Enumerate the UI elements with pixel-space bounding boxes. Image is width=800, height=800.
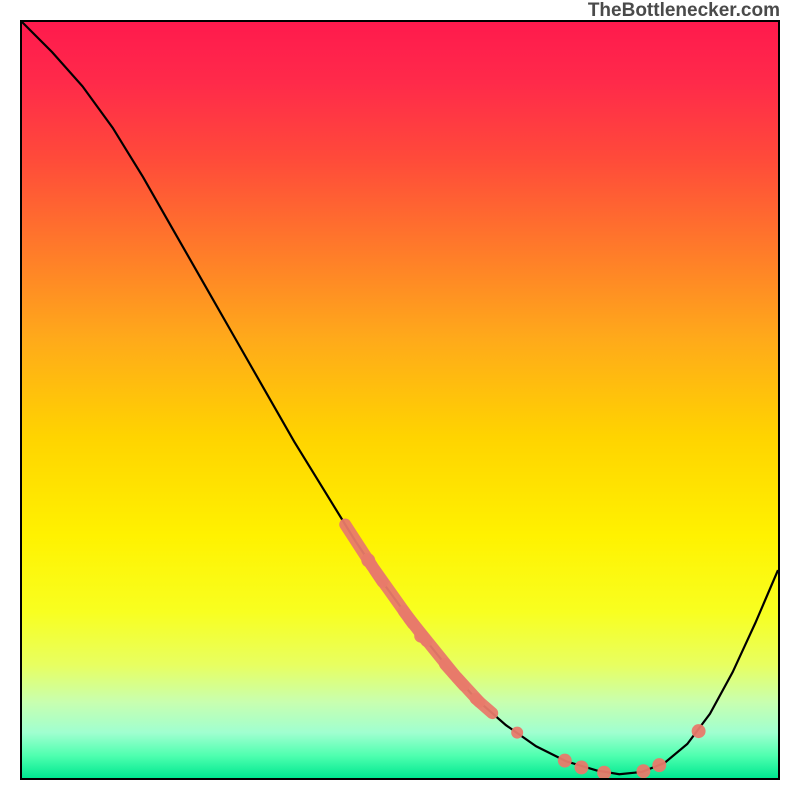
attribution-label: TheBottlenecker.com: [588, 0, 780, 22]
plot-area: [20, 20, 780, 780]
chart-container: TheBottlenecker.com: [0, 0, 800, 800]
bottleneck-curve: [22, 22, 778, 774]
curve-overlay: [22, 22, 778, 778]
